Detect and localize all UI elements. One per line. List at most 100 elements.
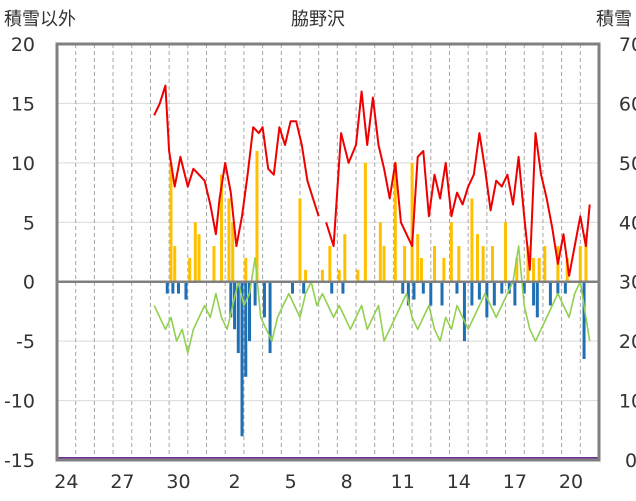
negative_bars-bar xyxy=(462,281,466,342)
precipitation-bar xyxy=(337,269,341,282)
negative_bars-bar xyxy=(513,281,517,306)
precipitation-bar xyxy=(255,150,259,282)
precipitation-bar xyxy=(490,246,494,282)
negative_bars-bar xyxy=(470,281,474,306)
precipitation-bar xyxy=(578,246,582,282)
precipitation-bar xyxy=(193,222,197,282)
negative_bars-bar xyxy=(165,281,169,294)
y-left-tick-label: 0 xyxy=(23,272,35,294)
x-tick-label: 5 xyxy=(285,471,297,493)
negative_bars-bar xyxy=(440,281,444,306)
x-tick-label: 8 xyxy=(341,471,353,493)
negative_bars-bar xyxy=(532,281,536,306)
precipitation-bar xyxy=(449,222,453,282)
precipitation-bar xyxy=(526,246,530,282)
negative_bars-bar xyxy=(492,281,496,306)
x-tick-label: 14 xyxy=(447,471,471,493)
precipitation-bar xyxy=(169,162,173,282)
precipitation-bar xyxy=(515,257,519,282)
negative_bars-bar xyxy=(240,281,244,437)
negative_bars-bar xyxy=(233,281,237,330)
negative_bars-bar xyxy=(507,281,511,294)
negative_bars-bar xyxy=(341,281,345,294)
negative_bars-bar xyxy=(176,281,180,294)
negative_bars-bar xyxy=(290,281,294,294)
y-left-tick-label: 5 xyxy=(23,212,35,234)
precipitation-bar xyxy=(532,257,536,282)
negative_bars-bar xyxy=(485,281,489,318)
y-right-tick-label: 60 xyxy=(619,93,636,115)
y-left-tick-label: -15 xyxy=(4,450,35,472)
precipitation-bar xyxy=(298,198,302,282)
precipitation-bar xyxy=(543,246,547,282)
chart-title: 脇野沢 xyxy=(291,9,345,30)
negative_bars-bar xyxy=(244,281,248,377)
snow_depth-line xyxy=(153,84,320,248)
temperature-line xyxy=(153,245,591,354)
precipitation-bar xyxy=(356,269,360,282)
y-right-tick-label: 70 xyxy=(619,34,636,56)
precipitation-bar xyxy=(457,246,461,282)
precipitation-bar xyxy=(197,234,201,282)
negative_bars-bar xyxy=(302,281,306,294)
y-right-tick-label: 10 xyxy=(619,391,636,413)
negative_bars-bar xyxy=(401,281,405,294)
y-right-tick-label: 20 xyxy=(619,331,636,353)
precipitation-bar xyxy=(219,174,223,282)
x-tick-label: 27 xyxy=(110,471,134,493)
y-left-axis-label: 積雪以外 xyxy=(4,9,76,30)
plot-border xyxy=(55,42,601,462)
y-left-tick-label: -10 xyxy=(4,391,35,413)
x-tick-label: 20 xyxy=(559,471,583,493)
precipitation-bar xyxy=(231,222,235,282)
x-tick-label: 24 xyxy=(54,471,78,493)
negative_bars-bar xyxy=(184,281,188,300)
negative_bars-bar xyxy=(522,281,526,294)
precipitation-bar xyxy=(320,269,324,282)
precipitation-bar xyxy=(565,257,569,282)
snow_depth_2-line xyxy=(325,90,591,277)
negative_bars-bar xyxy=(236,281,240,354)
y-right-tick-label: 30 xyxy=(619,272,636,294)
x-tick-label: 30 xyxy=(166,471,190,493)
x-tick-label: 11 xyxy=(391,471,415,493)
precipitation-bar xyxy=(328,246,332,282)
negative_bars-bar xyxy=(548,281,552,306)
negative_bars-bar xyxy=(268,281,272,354)
negative_bars-bar xyxy=(330,281,334,294)
precipitation-bar xyxy=(416,234,420,282)
negative_bars-bar xyxy=(406,281,410,306)
negative_bars-bar xyxy=(500,281,504,294)
precipitation-bar xyxy=(410,162,414,282)
precipitation-bar xyxy=(584,234,588,282)
precipitation-bar xyxy=(433,246,437,282)
negative_bars-bar xyxy=(556,281,560,294)
precipitation-bar xyxy=(304,269,308,282)
precipitation-bar xyxy=(470,198,474,282)
y-right-tick-label: 0 xyxy=(625,450,636,472)
negative_bars-bar xyxy=(171,281,175,294)
y-left-tick-label: 20 xyxy=(11,34,35,56)
precipitation-bar xyxy=(419,257,423,282)
precipitation-bar xyxy=(188,257,192,282)
y-left-tick-label: 15 xyxy=(11,93,35,115)
negative_bars-bar xyxy=(253,281,257,306)
precipitation-bar xyxy=(476,234,480,282)
precipitation-bar xyxy=(173,246,177,282)
precipitation-bar xyxy=(504,222,508,282)
precipitation-bar xyxy=(382,246,386,282)
precipitation-bar xyxy=(393,162,397,282)
negative_bars-bar xyxy=(535,281,539,318)
precipitation-bar xyxy=(442,257,446,282)
precipitation-bar xyxy=(244,257,248,282)
precipitation-bar xyxy=(378,222,382,282)
negative_bars-bar xyxy=(582,281,586,359)
x-tick-label: 2 xyxy=(229,471,241,493)
y-left-tick-label: -5 xyxy=(16,331,35,353)
negative_bars-bar xyxy=(248,281,252,342)
negative_bars-bar xyxy=(262,281,266,318)
negative_bars-bar xyxy=(412,281,416,300)
negative_bars-bar xyxy=(429,281,433,306)
negative_bars-bar xyxy=(455,281,459,294)
